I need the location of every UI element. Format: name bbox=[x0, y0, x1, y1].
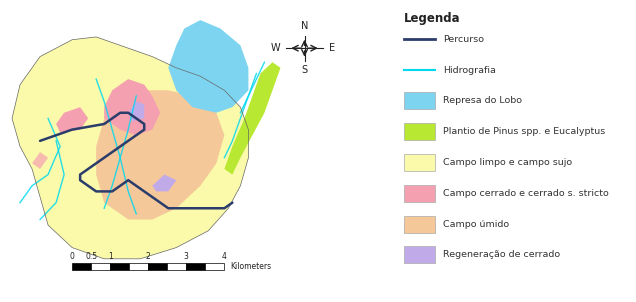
Bar bbox=[404, 185, 436, 202]
Polygon shape bbox=[32, 152, 48, 169]
Bar bbox=[148, 263, 167, 270]
Text: Campo limpo e campo sujo: Campo limpo e campo sujo bbox=[443, 158, 572, 167]
Text: W: W bbox=[271, 43, 280, 53]
Text: E: E bbox=[329, 43, 335, 53]
Text: N: N bbox=[301, 21, 308, 31]
Text: Campo úmido: Campo úmido bbox=[443, 220, 509, 229]
Bar bbox=[129, 263, 148, 270]
Bar bbox=[404, 123, 436, 140]
Polygon shape bbox=[96, 90, 225, 220]
Text: Kilometers: Kilometers bbox=[230, 262, 272, 271]
Text: Campo cerrado e cerrado s. stricto: Campo cerrado e cerrado s. stricto bbox=[443, 189, 609, 198]
Text: 1: 1 bbox=[108, 252, 113, 261]
Text: Percurso: Percurso bbox=[443, 35, 483, 44]
Text: 3: 3 bbox=[184, 252, 189, 261]
Polygon shape bbox=[128, 101, 144, 121]
Bar bbox=[110, 263, 129, 270]
Bar bbox=[404, 216, 436, 233]
Bar bbox=[404, 92, 436, 109]
Bar bbox=[72, 263, 91, 270]
Text: 2: 2 bbox=[146, 252, 151, 261]
Text: 0.5: 0.5 bbox=[85, 252, 97, 261]
Polygon shape bbox=[104, 79, 160, 135]
Polygon shape bbox=[56, 107, 88, 132]
Text: Hidrografia: Hidrografia bbox=[443, 66, 495, 75]
Bar bbox=[91, 263, 110, 270]
Text: Regeneração de cerrado: Regeneração de cerrado bbox=[443, 250, 560, 259]
Polygon shape bbox=[225, 62, 280, 175]
Text: Legenda: Legenda bbox=[404, 12, 460, 25]
Bar bbox=[186, 263, 205, 270]
Text: Represa do Lobo: Represa do Lobo bbox=[443, 96, 522, 105]
Polygon shape bbox=[169, 20, 249, 113]
Bar bbox=[404, 154, 436, 171]
Polygon shape bbox=[152, 175, 176, 191]
Polygon shape bbox=[12, 37, 249, 259]
Text: 0: 0 bbox=[70, 252, 74, 261]
Text: 4: 4 bbox=[222, 252, 227, 261]
Text: S: S bbox=[301, 65, 308, 75]
Bar bbox=[404, 246, 436, 263]
Bar bbox=[205, 263, 225, 270]
Text: Plantio de Pinus spp. e Eucalyptus: Plantio de Pinus spp. e Eucalyptus bbox=[443, 127, 605, 136]
Bar bbox=[167, 263, 186, 270]
